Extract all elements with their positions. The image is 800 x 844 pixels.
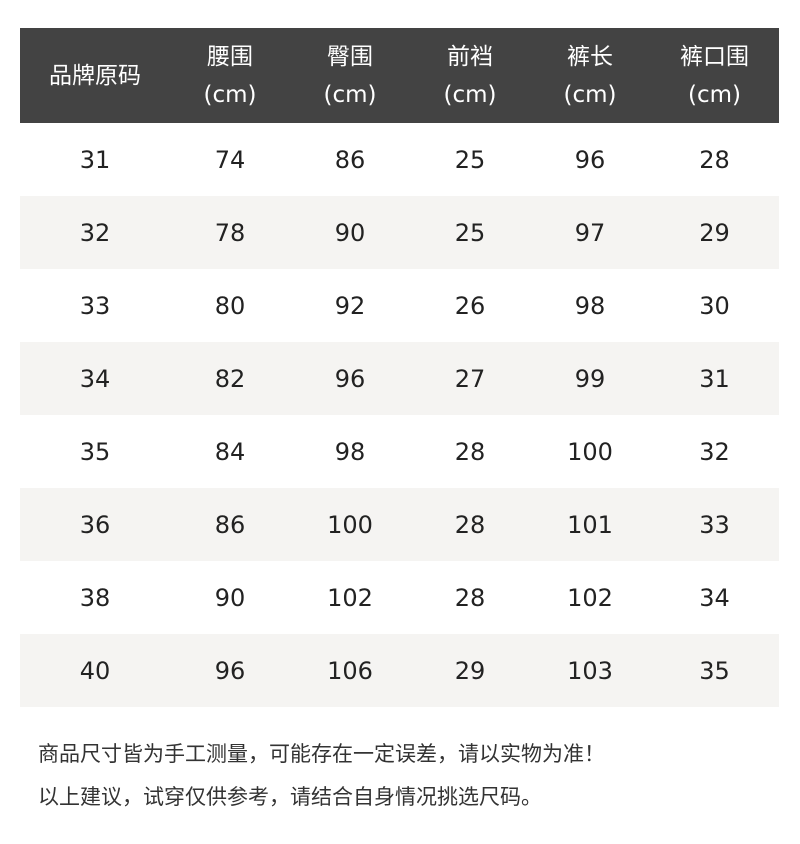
- table-row: 31 74 86 25 96 28: [20, 123, 779, 196]
- table-cell: 98: [334, 437, 366, 466]
- table-cell: 33: [699, 510, 730, 539]
- table-row: 38 90 102 28 102 34: [20, 561, 779, 634]
- table-cell: 96: [574, 145, 606, 174]
- table-cell: 102: [327, 583, 373, 612]
- note-line-1: 商品尺寸皆为手工测量，可能存在一定误差，请以实物为准！: [38, 742, 605, 766]
- table-cell: 99: [574, 364, 606, 393]
- table-cell: 106: [327, 656, 373, 685]
- column-header: 裤口围 (cm): [650, 28, 779, 123]
- table-cell: 101: [567, 510, 613, 539]
- table-cell: 29: [699, 218, 730, 247]
- column-unit: (cm): [203, 81, 257, 108]
- table-cell: 96: [334, 364, 366, 393]
- column-header: 腰围 (cm): [170, 28, 290, 123]
- column-title: 品牌原码: [49, 62, 141, 89]
- table-cell: 25: [454, 145, 486, 174]
- column-unit: (cm): [443, 81, 497, 108]
- table-cell: 30: [699, 291, 730, 320]
- column-unit: (cm): [563, 81, 617, 108]
- table-cell: 40: [79, 656, 111, 685]
- table-cell: 97: [574, 218, 606, 247]
- table-cell: 103: [567, 656, 613, 685]
- size-table: 品牌原码 腰围 (cm) 臀围 (cm) 前裆 (cm) 裤长 (cm) 裤口围 (cm) 31 74…: [20, 28, 779, 707]
- table-cell: 28: [454, 583, 486, 612]
- column-title: 腰围: [207, 43, 253, 70]
- table-cell: 28: [454, 510, 486, 539]
- table-cell: 98: [574, 291, 606, 320]
- table-cell: 29: [454, 656, 486, 685]
- table-cell: 26: [454, 291, 486, 320]
- table-cell: 32: [699, 437, 730, 466]
- table-cell: 31: [699, 364, 730, 393]
- table-cell: 102: [567, 583, 613, 612]
- table-row: 40 96 106 29 103 35: [20, 634, 779, 707]
- table-cell: 34: [699, 583, 730, 612]
- table-cell: 86: [214, 510, 246, 539]
- table-cell: 82: [214, 364, 246, 393]
- table-cell: 100: [567, 437, 613, 466]
- table-cell: 28: [454, 437, 486, 466]
- table-cell: 96: [214, 656, 246, 685]
- table-cell: 27: [454, 364, 486, 393]
- table-cell: 90: [214, 583, 246, 612]
- column-header: 裤长 (cm): [530, 28, 650, 123]
- column-unit: (cm): [323, 81, 377, 108]
- table-row: 33 80 92 26 98 30: [20, 269, 779, 342]
- table-cell: 84: [214, 437, 246, 466]
- table-row: 32 78 90 25 97 29: [20, 196, 779, 269]
- table-body: 31 74 86 25 96 28 32 78 90 25 97 29 33 80 92 26 98 30 34 82…: [20, 123, 779, 707]
- column-header: 品牌原码: [20, 28, 170, 123]
- table-cell: 34: [79, 364, 111, 393]
- table-cell: 31: [79, 145, 111, 174]
- table-cell: 25: [454, 218, 486, 247]
- column-header: 臀围 (cm): [290, 28, 410, 123]
- column-header: 前裆 (cm): [410, 28, 530, 123]
- table-cell: 36: [79, 510, 111, 539]
- table-header: 品牌原码 腰围 (cm) 臀围 (cm) 前裆 (cm) 裤长 (cm) 裤口围 (cm): [20, 28, 779, 123]
- table-cell: 80: [214, 291, 246, 320]
- table-cell: 86: [334, 145, 366, 174]
- column-unit: (cm): [688, 81, 741, 108]
- column-title: 裤长: [567, 43, 613, 70]
- table-cell: 35: [79, 437, 111, 466]
- table-cell: 28: [699, 145, 730, 174]
- table-cell: 100: [327, 510, 373, 539]
- table-cell: 32: [79, 218, 111, 247]
- table-cell: 33: [79, 291, 111, 320]
- table-row: 35 84 98 28 100 32: [20, 415, 779, 488]
- column-title: 前裆: [447, 43, 493, 70]
- table-row: 34 82 96 27 99 31: [20, 342, 779, 415]
- table-cell: 90: [334, 218, 366, 247]
- table-cell: 35: [699, 656, 730, 685]
- column-title: 臀围: [327, 43, 373, 70]
- column-title: 裤口围: [680, 43, 749, 70]
- note-line-2: 以上建议，试穿仅供参考，请结合自身情况挑选尺码。: [38, 785, 542, 809]
- table-cell: 74: [214, 145, 246, 174]
- table-row: 36 86 100 28 101 33: [20, 488, 779, 561]
- table-cell: 78: [214, 218, 246, 247]
- table-cell: 38: [79, 583, 111, 612]
- table-cell: 92: [334, 291, 366, 320]
